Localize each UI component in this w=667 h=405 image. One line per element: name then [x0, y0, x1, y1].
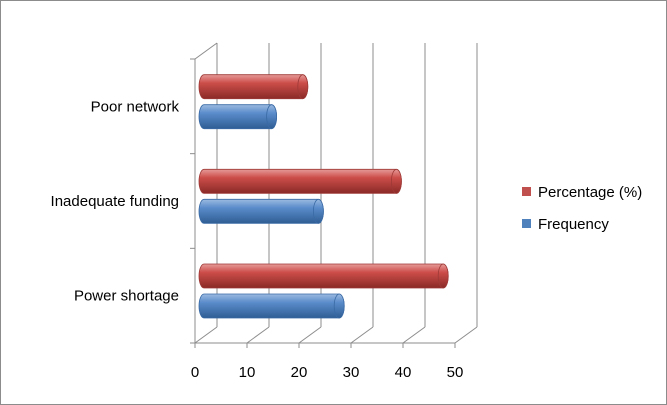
x-tick-label: 10 — [239, 364, 256, 381]
bar-cap — [312, 198, 324, 224]
bar-cap — [390, 168, 402, 194]
bar-cap — [437, 263, 449, 289]
x-tick-label: 40 — [395, 364, 412, 381]
bar-frequency — [198, 293, 345, 319]
bar-frequency — [198, 104, 278, 130]
legend-label: Frequency — [538, 216, 609, 233]
floor-line — [402, 326, 426, 344]
floor-line — [350, 326, 374, 344]
bar-percentage — [198, 74, 309, 100]
bar-cap — [297, 74, 309, 100]
bar-frequency — [198, 198, 324, 224]
bar-body — [198, 74, 309, 100]
floor-line — [194, 326, 218, 344]
wall-edge — [194, 42, 218, 60]
x-tick-label: 30 — [343, 364, 360, 381]
legend-swatch — [522, 219, 531, 228]
bar-body — [198, 293, 345, 319]
bar-body — [198, 198, 324, 224]
floor-line — [298, 326, 322, 344]
category-label: Inadequate funding — [51, 193, 179, 210]
bar-cap — [333, 293, 345, 319]
bar-cap — [266, 104, 278, 130]
floor-line — [454, 326, 478, 344]
bar-percentage — [198, 263, 449, 289]
x-tick-label: 50 — [447, 364, 464, 381]
category-label: Power shortage — [74, 288, 179, 305]
legend-label: Percentage (%) — [538, 184, 642, 201]
bar-body — [198, 168, 402, 194]
x-tick-label: 20 — [291, 364, 308, 381]
legend-swatch — [522, 187, 531, 196]
bar-body — [198, 104, 277, 130]
x-tick-label: 0 — [191, 364, 199, 381]
category-label: Poor network — [91, 98, 180, 115]
bar-body — [198, 263, 449, 289]
bar-percentage — [198, 168, 402, 194]
floor-line — [246, 326, 270, 344]
